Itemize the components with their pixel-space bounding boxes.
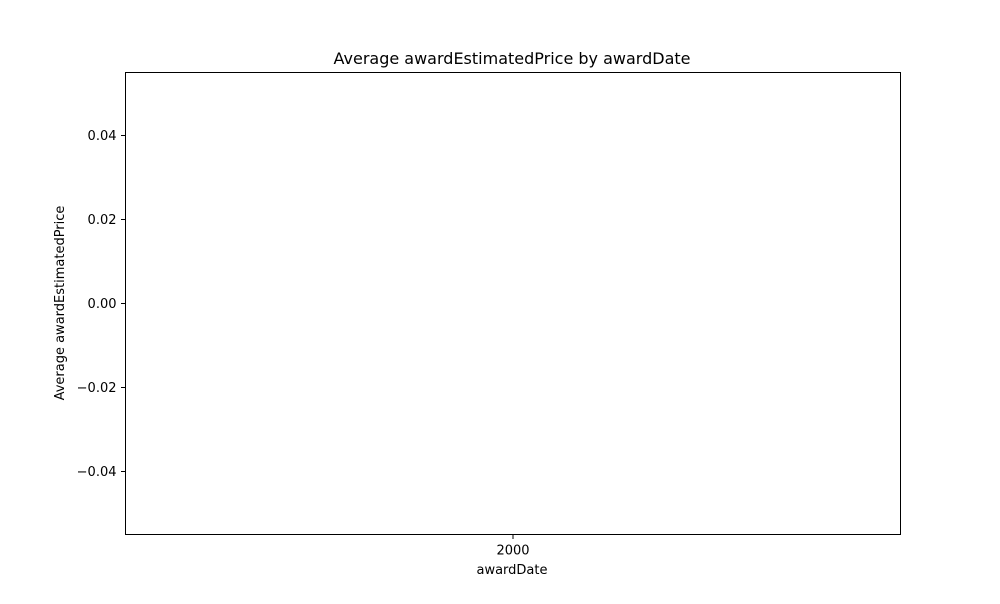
chart-title: Average awardEstimatedPrice by awardDate bbox=[334, 49, 691, 68]
plot-area-frame bbox=[125, 72, 901, 535]
y-tick-label: 0.00 bbox=[88, 297, 117, 312]
x-tick-label: 2000 bbox=[496, 544, 529, 559]
x-axis-ticks: 2000 bbox=[496, 534, 530, 559]
y-tick-label: −0.02 bbox=[77, 381, 117, 396]
y-axis-ticks: −0.04 −0.02 0.00 0.02 0.04 bbox=[77, 129, 126, 480]
y-tick-label: 0.04 bbox=[88, 129, 117, 144]
y-axis-label: Average awardEstimatedPrice bbox=[53, 206, 68, 401]
y-tick-label: 0.02 bbox=[88, 213, 117, 228]
x-axis-label: awardDate bbox=[476, 563, 547, 578]
y-tick-label: −0.04 bbox=[77, 465, 117, 480]
